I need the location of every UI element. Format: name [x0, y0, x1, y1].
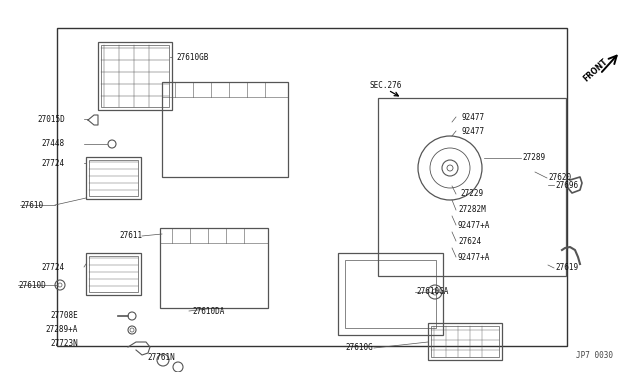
- Bar: [89, 256, 138, 292]
- Text: 27696: 27696: [555, 180, 578, 189]
- Text: 27448: 27448: [42, 140, 65, 148]
- Text: FRONT: FRONT: [582, 57, 610, 83]
- Bar: [378, 98, 566, 276]
- Bar: [162, 82, 288, 177]
- Bar: [338, 253, 443, 335]
- Text: 92477: 92477: [462, 126, 485, 135]
- Text: 27624: 27624: [458, 237, 481, 246]
- Text: 27610D: 27610D: [18, 280, 45, 289]
- Text: 27724: 27724: [42, 263, 65, 272]
- Text: 92477+A: 92477+A: [458, 221, 490, 230]
- Bar: [428, 323, 502, 360]
- Text: 27611: 27611: [120, 231, 143, 241]
- Bar: [431, 326, 499, 357]
- Text: 27610GB: 27610GB: [176, 52, 209, 61]
- Bar: [345, 260, 436, 328]
- Text: SEC.276: SEC.276: [370, 81, 403, 90]
- Text: 27610G: 27610G: [345, 343, 373, 353]
- Text: 27620: 27620: [548, 173, 571, 183]
- Text: 27610GA: 27610GA: [416, 288, 449, 296]
- Text: 27708E: 27708E: [51, 311, 78, 320]
- Bar: [86, 157, 141, 199]
- Text: 27723N: 27723N: [51, 339, 78, 347]
- Text: 27289: 27289: [522, 154, 545, 163]
- Bar: [160, 228, 268, 308]
- Text: JP7 0030: JP7 0030: [576, 350, 613, 359]
- Text: 27282M: 27282M: [458, 205, 486, 215]
- Text: 92477+A: 92477+A: [458, 253, 490, 262]
- Text: 27015D: 27015D: [37, 115, 65, 124]
- Text: 27610DA: 27610DA: [192, 308, 225, 317]
- Text: 27229: 27229: [460, 189, 483, 199]
- Bar: [86, 253, 141, 295]
- Text: 27619: 27619: [555, 263, 578, 273]
- Bar: [57, 28, 567, 346]
- Text: 27610: 27610: [20, 201, 43, 209]
- Bar: [101, 45, 169, 107]
- Bar: [89, 160, 138, 196]
- Text: 27761N: 27761N: [147, 353, 175, 362]
- Text: 27289+A: 27289+A: [45, 324, 78, 334]
- Text: 27724: 27724: [42, 158, 65, 167]
- Bar: [98, 42, 172, 110]
- Text: 92477: 92477: [462, 112, 485, 122]
